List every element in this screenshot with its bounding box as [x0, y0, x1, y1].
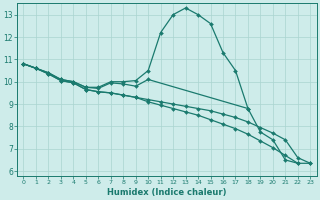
- X-axis label: Humidex (Indice chaleur): Humidex (Indice chaleur): [107, 188, 227, 197]
